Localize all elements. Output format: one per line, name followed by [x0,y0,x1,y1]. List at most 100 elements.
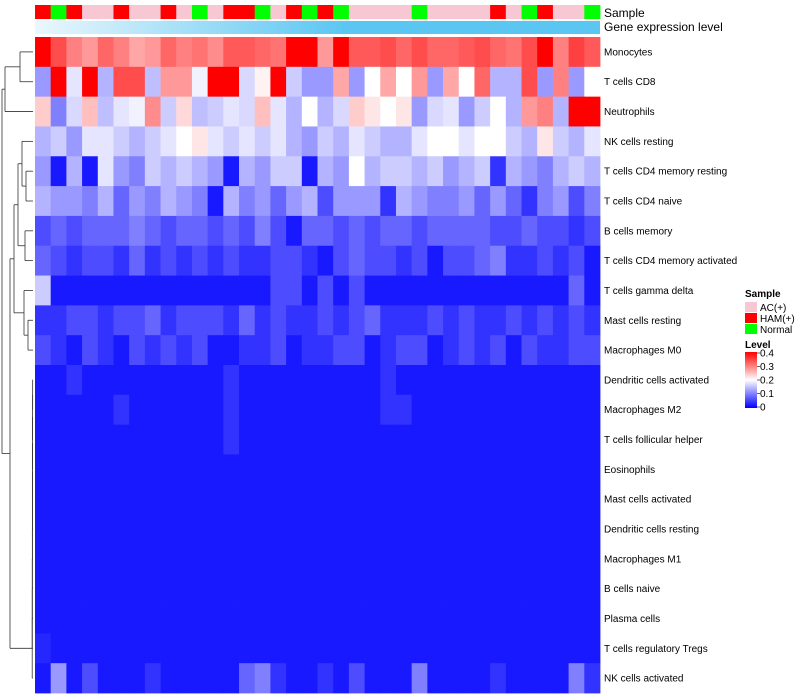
row-label: T cells CD4 memory activated [604,256,737,267]
heatmap-cell [552,573,570,604]
sample-annotation-cell [505,5,522,19]
heatmap-cell [286,275,303,306]
heatmap-cell [35,156,52,187]
heatmap-cell [427,305,444,336]
heatmap-cell [129,365,146,396]
heatmap-cell [191,454,209,485]
heatmap-cell [380,603,397,634]
heatmap-cell [411,305,428,336]
legend-level-colorbar [745,352,757,408]
heatmap-cell [160,126,177,157]
heatmap-cell [490,484,507,515]
heatmap-cell [160,424,177,455]
heatmap-cell [333,335,350,366]
heatmap-cell [301,633,318,664]
heatmap-cell [568,37,585,68]
heatmap-cell [443,186,460,217]
heatmap-cell [286,66,303,98]
heatmap-cell [239,573,256,604]
heatmap-cell [458,603,475,634]
heatmap-cell [191,394,209,426]
heatmap-cell [443,245,460,276]
heatmap-cell [317,484,334,515]
heatmap-cell [50,424,67,455]
heatmap-cell [474,126,491,157]
heatmap-cell [395,305,413,336]
heatmap-cell [411,603,428,634]
row-label: Mast cells resting [604,316,681,327]
heatmap-cell [537,66,554,98]
heatmap-cell [505,215,522,247]
heatmap-cell [380,633,397,664]
heatmap-cell [333,156,350,187]
heatmap-cell [97,514,114,545]
row-label: Macrophages M0 [604,346,682,357]
heatmap-cell [82,96,99,127]
heatmap-cell [97,454,114,485]
heatmap-cell [254,215,271,247]
heatmap-cell [82,484,99,515]
heatmap-cell [490,37,507,68]
heatmap-cell [286,245,303,276]
heatmap-cell [35,573,52,604]
heatmap-cell [537,454,554,485]
heatmap-cell [364,603,381,634]
heatmap-cell [505,394,522,426]
heatmap-cell [66,186,83,217]
heatmap-cell [129,484,146,515]
heatmap-cell [490,394,507,426]
heatmap-cell [490,424,507,455]
heatmap-cell [191,186,209,217]
heatmap-cell [505,335,522,366]
heatmap-cell [113,96,130,127]
heatmap-cell [568,66,585,98]
heatmap-cell [254,514,271,545]
heatmap-cell [113,424,130,455]
sample-annotation-cell [474,5,491,19]
heatmap-cell [458,543,475,575]
heatmap-cell [490,186,507,217]
heatmap-cell [427,603,444,634]
heatmap-cell [333,663,350,694]
heatmap-cell [254,37,271,68]
heatmap-cell [35,394,52,426]
heatmap-cell [113,543,130,575]
heatmap-cell [301,215,318,247]
heatmap-cell [144,126,161,157]
heatmap-cell [129,424,146,455]
heatmap-cell [458,424,475,455]
heatmap-cell [490,603,507,634]
heatmap-cell [113,215,130,247]
heatmap-cell [160,37,177,68]
heatmap-cell [254,573,271,604]
heatmap-cell [113,186,130,217]
heatmap-cell [270,484,287,515]
heatmap-cell [66,573,83,604]
heatmap-cell [239,37,256,68]
heatmap-cell [521,454,538,485]
heatmap-cell [66,66,83,98]
heatmap-cell [176,484,193,515]
heatmap-cell [552,365,570,396]
heatmap-cell [317,394,334,426]
heatmap-cell [474,186,491,217]
heatmap-cell [333,514,350,545]
legend-sample-title: Sample [745,289,781,300]
heatmap-cell [35,66,52,98]
heatmap-cell [129,156,146,187]
heatmap-cell [474,37,491,68]
heatmap-cell [521,663,538,694]
heatmap-cell [66,454,83,485]
heatmap-cell [270,215,287,247]
heatmap-cell [176,394,193,426]
heatmap-cell [505,365,522,396]
heatmap-cell [286,543,303,575]
heatmap-cell [35,514,52,545]
heatmap-cell [537,245,554,276]
sample-annotation-cell [97,5,114,19]
heatmap-cell [207,543,224,575]
heatmap-cell [521,186,538,217]
heatmap-cell [568,126,585,157]
heatmap-cell [223,394,240,426]
heatmap-cell [443,156,460,187]
